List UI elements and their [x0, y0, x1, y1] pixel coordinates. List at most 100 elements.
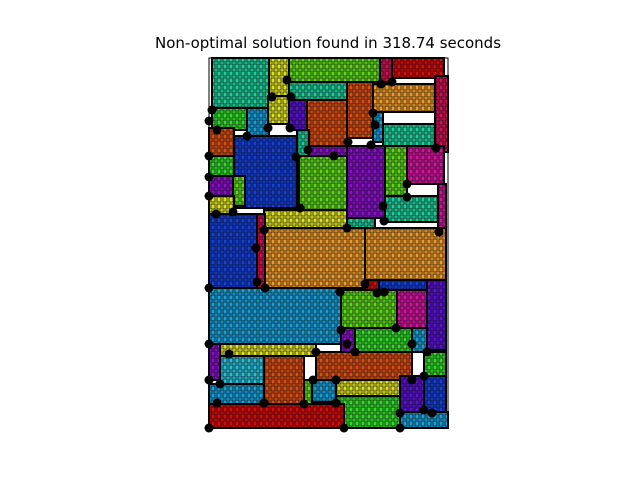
cell-grid-overlay	[210, 129, 233, 155]
corner-point-marker	[331, 375, 341, 385]
corner-point-marker	[376, 79, 386, 89]
corner-point-marker	[204, 191, 214, 201]
corner-point-marker	[295, 203, 305, 213]
corner-point-marker	[419, 405, 429, 415]
cell-grid-overlay	[210, 215, 256, 287]
corner-point-marker	[395, 423, 405, 433]
cell-grid-overlay	[290, 59, 379, 81]
corner-point-marker	[391, 323, 401, 333]
corner-point-marker	[308, 375, 318, 385]
cell-grid-overlay	[317, 353, 411, 379]
cell-grid-overlay	[384, 125, 434, 145]
cell-grid-overlay	[374, 85, 434, 111]
cell-grid-overlay	[266, 229, 364, 287]
cell-grid-overlay	[439, 185, 445, 229]
corner-point-marker	[402, 179, 412, 189]
corner-point-marker	[263, 123, 273, 133]
cell-grid-overlay	[313, 381, 335, 401]
cell-grid-overlay	[234, 177, 244, 205]
corner-point-marker	[339, 423, 349, 433]
corner-point-marker	[372, 288, 382, 298]
corner-point-marker	[224, 349, 234, 359]
corner-point-marker	[342, 223, 352, 233]
corner-point-marker	[387, 77, 397, 87]
cell-grid-overlay	[210, 345, 219, 379]
cell-grid-overlay	[248, 109, 268, 135]
corner-point-marker	[303, 145, 313, 155]
corner-point-marker	[335, 287, 345, 297]
cell-grid-overlay	[210, 177, 232, 195]
corner-point-marker	[204, 172, 214, 182]
cell-grid-overlay	[221, 345, 315, 355]
corner-point-marker	[211, 209, 221, 219]
cell-grid-overlay	[269, 97, 288, 123]
corner-point-marker	[427, 408, 437, 418]
corner-point-marker	[259, 398, 269, 408]
corner-point-marker	[204, 151, 214, 161]
packing-rectangles	[208, 57, 449, 429]
corner-point-marker	[379, 287, 389, 297]
cell-grid-overlay	[425, 377, 445, 411]
cell-grid-overlay	[298, 131, 308, 159]
cell-grid-overlay	[380, 281, 426, 289]
corner-point-marker	[204, 283, 214, 293]
cell-grid-overlay	[401, 377, 423, 411]
cell-grid-overlay	[436, 77, 447, 151]
corner-point-marker	[407, 375, 417, 385]
corner-point-marker	[407, 339, 417, 349]
corner-point-marker	[395, 408, 405, 418]
corner-point-marker	[366, 140, 376, 150]
cell-grid-overlay	[290, 101, 306, 129]
corner-point-marker	[368, 108, 378, 118]
cell-grid-overlay	[265, 211, 346, 227]
corner-point-marker	[379, 216, 389, 226]
cell-grid-overlay	[386, 147, 406, 195]
cell-grid-overlay	[265, 357, 303, 403]
corner-point-marker	[402, 192, 412, 202]
cell-grid-overlay	[300, 157, 346, 209]
corner-point-marker	[291, 152, 301, 162]
corner-point-marker	[252, 277, 262, 287]
cell-grid-overlay	[381, 59, 391, 81]
cell-grid-overlay	[337, 397, 399, 427]
corner-point-marker	[267, 92, 277, 102]
cell-grid-overlay	[213, 59, 268, 109]
cell-grid-overlay	[356, 329, 411, 351]
cell-grid-overlay	[308, 101, 346, 149]
cell-grid-overlay	[210, 385, 263, 403]
figure-title: Non-optimal solution found in 318.74 sec…	[154, 34, 502, 52]
corner-point-marker	[419, 371, 429, 381]
cell-grid-overlay	[221, 357, 263, 383]
cell-grid-overlay	[210, 157, 233, 175]
corner-point-marker	[282, 75, 292, 85]
cell-grid-overlay	[408, 147, 443, 183]
cell-grid-overlay	[398, 291, 426, 327]
corner-point-marker	[350, 347, 360, 357]
corner-point-marker	[285, 123, 295, 133]
cell-grid-overlay	[290, 83, 346, 101]
cell-grid-overlay	[258, 215, 264, 287]
corner-point-marker	[204, 375, 214, 385]
corner-point-marker	[228, 207, 238, 217]
corner-point-marker	[212, 398, 222, 408]
cell-grid-overlay	[425, 353, 445, 375]
cell-grid-overlay	[413, 329, 426, 351]
cell-grid-overlay	[210, 289, 340, 343]
cell-grid-overlay	[210, 405, 343, 427]
corner-point-marker	[360, 279, 370, 289]
cell-grid-overlay	[348, 147, 384, 217]
corner-point-marker	[207, 105, 217, 115]
cell-grid-overlay	[428, 281, 445, 349]
corner-points	[204, 75, 444, 433]
cell-grid-overlay	[386, 197, 437, 221]
cell-grid-overlay	[342, 291, 396, 327]
corner-point-marker	[342, 339, 352, 349]
corner-point-marker	[299, 399, 309, 409]
cell-grid-overlay	[366, 229, 445, 279]
corner-point-marker	[251, 243, 261, 253]
corner-point-marker	[215, 379, 225, 389]
corner-point-marker	[343, 137, 353, 147]
corner-point-marker	[329, 151, 339, 161]
corner-point-marker	[336, 325, 346, 335]
